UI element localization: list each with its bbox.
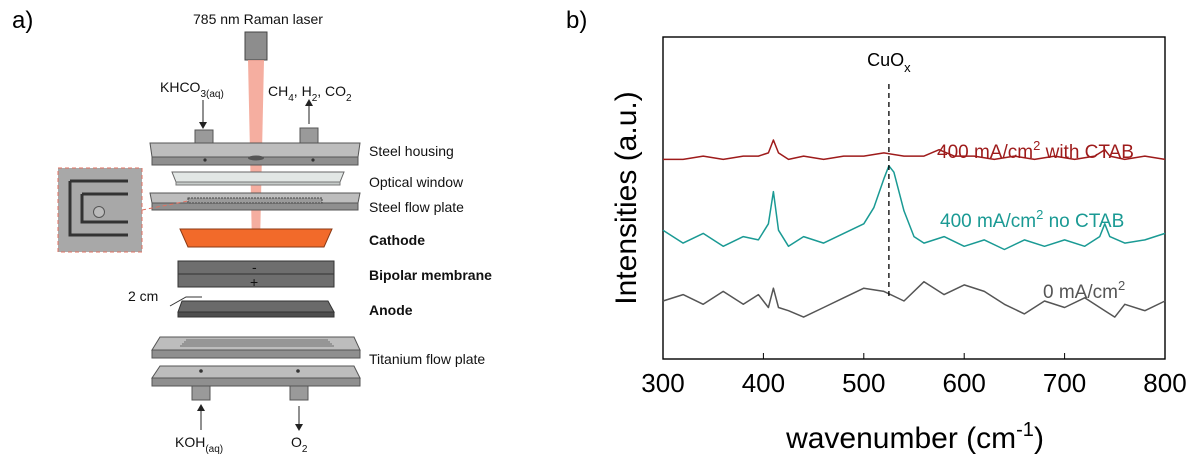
x-tick-label: 400 <box>742 368 785 398</box>
anode-layer <box>177 300 335 313</box>
scale-label: 2 cm <box>128 288 158 304</box>
series-group <box>662 139 1166 318</box>
series-label-with-ctab: 400 mA/cm2 with CTAB <box>937 138 1134 163</box>
layer-label-titanium-flow-plate: Titanium flow plate <box>369 351 485 367</box>
outlet-port <box>299 127 319 145</box>
laser-label: 785 nm Raman laser <box>193 11 323 27</box>
titanium-flow-plate <box>151 336 361 351</box>
outlet-label: CH4, H2, CO2 <box>268 83 352 104</box>
membrane-minus-sign: - <box>252 259 257 275</box>
series-label-no-ctab: 400 mA/cm2 no CTAB <box>940 207 1124 232</box>
bottom-housing <box>151 365 361 379</box>
x-tick-label: 800 <box>1143 368 1186 398</box>
layer-label-cathode: Cathode <box>369 232 425 248</box>
panel-a-letter: a) <box>12 7 33 34</box>
scale-bar <box>169 296 202 307</box>
bottom-outlet-port <box>289 385 309 401</box>
plot-frame <box>662 36 1166 360</box>
layer-label-steel-flow-plate: Steel flow plate <box>369 199 464 215</box>
inlet-label: KHCO3(aq) <box>160 79 224 100</box>
series-line-2 <box>662 280 1166 318</box>
optical-window <box>171 171 345 183</box>
inlet-port <box>194 129 214 145</box>
x-tick-label: 300 <box>641 368 684 398</box>
raman-spectra-chart: 300 400 500 600 700 800 CuOx 400 mA/cm2 with … <box>610 36 1187 455</box>
panel-a-schematic: 785 nm Raman laser KHCO3(aq) CH4, H2, CO… <box>57 11 492 455</box>
layer-label-anode: Anode <box>369 302 413 318</box>
x-tick-label: 700 <box>1043 368 1086 398</box>
series-line-0 <box>663 139 1166 161</box>
x-tick-label: 600 <box>943 368 986 398</box>
x-axis-title: wavenumber (cm-1) <box>785 419 1044 455</box>
panel-b-letter: b) <box>566 7 587 34</box>
membrane-plus-sign: + <box>250 274 258 290</box>
x-tick-group: 300 400 500 600 700 800 <box>641 353 1187 398</box>
cuox-annotation: CuOx <box>867 50 911 75</box>
y-axis-title: Intensities (a.u.) <box>610 91 643 304</box>
steel-housing-top <box>149 142 361 158</box>
layer-label-optical-window: Optical window <box>369 174 464 190</box>
koh-label: KOH(aq) <box>175 434 223 455</box>
layer-label-steel-housing: Steel housing <box>369 143 454 159</box>
laser-head-icon <box>244 31 268 61</box>
layer-label-bipolar-membrane: Bipolar membrane <box>369 267 492 283</box>
cathode-layer <box>179 228 333 248</box>
bipolar-membrane-bottom <box>177 273 335 288</box>
series-line-1 <box>662 165 1166 251</box>
series-label-zero: 0 mA/cm2 <box>1043 278 1125 303</box>
bottom-inlet-port <box>191 385 211 401</box>
x-tick-label: 500 <box>842 368 885 398</box>
o2-label: O2 <box>291 434 308 455</box>
